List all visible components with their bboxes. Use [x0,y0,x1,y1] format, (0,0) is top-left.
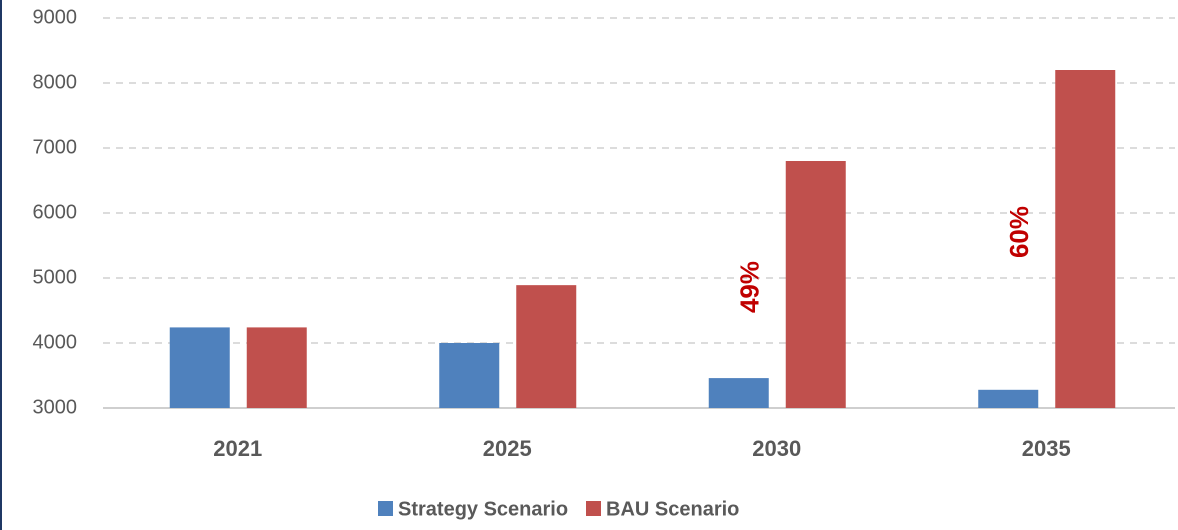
y-tick-label: 3000 [33,396,78,418]
legend-swatch [586,501,601,516]
x-tick-label: 2025 [483,436,532,461]
bar [978,389,1039,408]
bar [1055,70,1116,408]
x-tick-label: 2021 [213,436,262,461]
bar [169,327,230,408]
y-tick-label: 5000 [33,266,78,288]
x-tick-label: 2030 [752,436,801,461]
bar [246,327,307,408]
y-tick-label: 9000 [33,6,78,28]
bar [516,285,577,408]
legend-label: BAU Scenario [606,498,739,520]
legend-swatch [378,501,393,516]
annotation: 49% [735,261,765,313]
annotation: 60% [1004,206,1034,258]
bar [439,343,500,408]
bar [785,161,846,408]
x-tick-label: 2035 [1022,436,1071,461]
legend-label: Strategy Scenario [398,498,568,520]
bar [708,378,769,408]
y-tick-label: 7000 [33,136,78,158]
y-tick-label: 8000 [33,71,78,93]
y-tick-label: 6000 [33,201,78,223]
y-tick-label: 4000 [33,331,78,353]
